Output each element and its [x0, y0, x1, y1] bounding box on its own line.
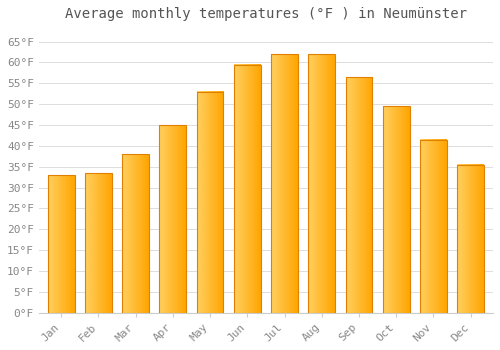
Bar [308, 54, 335, 313]
Bar [271, 54, 298, 313]
Bar [160, 125, 186, 313]
Bar [48, 175, 74, 313]
Bar [420, 140, 447, 313]
Bar [196, 92, 224, 313]
Bar [234, 64, 260, 313]
Bar [122, 154, 149, 313]
Bar [458, 164, 484, 313]
Bar [346, 77, 372, 313]
Title: Average monthly temperatures (°F ) in Neumünster: Average monthly temperatures (°F ) in Ne… [65, 7, 467, 21]
Bar [85, 173, 112, 313]
Bar [383, 106, 409, 313]
